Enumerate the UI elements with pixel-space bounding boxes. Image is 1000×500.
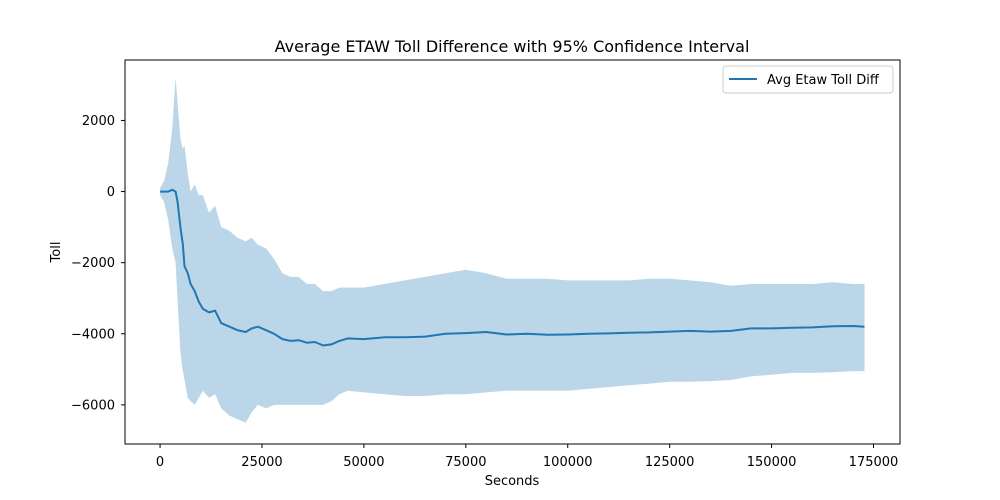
- y-tick-label: 0: [107, 185, 115, 200]
- confidence-band: [160, 77, 865, 423]
- x-axis: 0 25000 50000 75000 100000 125000 150000 175000: [156, 444, 898, 470]
- series-line-0: [160, 188, 865, 347]
- y-tick-label: 2000: [82, 114, 115, 129]
- y-axis: 2000 0 −2000 −4000 −6000: [71, 114, 125, 413]
- y-tick-label: −6000: [71, 398, 115, 413]
- legend-box: [722, 65, 894, 94]
- chart-title: Average ETAW Toll Difference with 95% Co…: [275, 37, 750, 56]
- y-tick-label: −2000: [71, 256, 115, 271]
- x-tick-label: 150000: [747, 455, 797, 470]
- x-tick-label: 175000: [849, 455, 899, 470]
- x-tick-label: 100000: [543, 455, 593, 470]
- legend: Avg Etaw Toll Diff: [722, 65, 894, 94]
- x-tick-label: 125000: [645, 455, 695, 470]
- plot-frame: [124, 59, 901, 445]
- plot-area: [160, 77, 865, 423]
- y-tick-label: −4000: [71, 327, 115, 342]
- x-tick-label: 0: [156, 455, 164, 470]
- x-tick-label: 50000: [343, 455, 384, 470]
- x-tick-label: 75000: [445, 455, 486, 470]
- x-axis-label: Seconds: [485, 474, 540, 489]
- y-axis-label: Toll: [49, 242, 64, 264]
- legend-label: Avg Etaw Toll Diff: [767, 73, 880, 88]
- x-tick-label: 25000: [241, 455, 282, 470]
